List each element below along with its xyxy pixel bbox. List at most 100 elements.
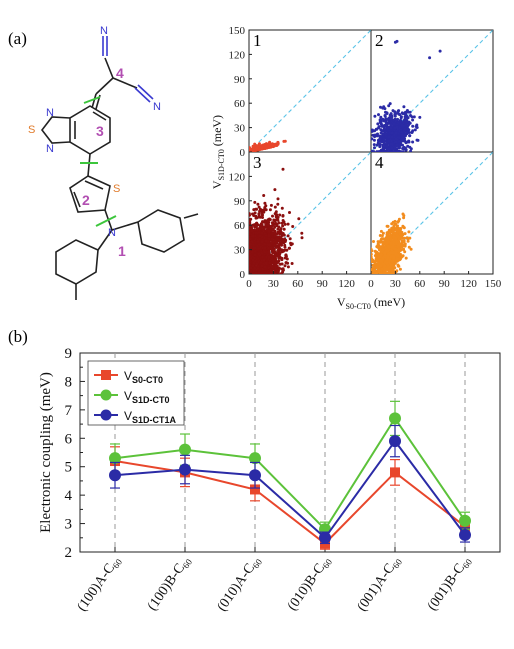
scatter-point xyxy=(257,252,261,256)
scatter-point xyxy=(389,241,393,245)
scatter-point xyxy=(256,202,260,206)
scatter-point xyxy=(275,235,279,239)
scatter-point xyxy=(401,233,405,237)
scatter-point xyxy=(276,141,280,145)
x-tick-label: 120 xyxy=(460,278,477,290)
scatter-point xyxy=(396,117,400,121)
scatter-point xyxy=(389,114,393,118)
scatter-point xyxy=(407,245,411,249)
bond xyxy=(92,111,107,121)
scatter-point xyxy=(407,140,411,144)
x-category-label: (001)A-C60 xyxy=(355,553,405,615)
scatter-point xyxy=(286,222,290,226)
scatter-point xyxy=(383,264,387,268)
scatter-point xyxy=(278,251,282,255)
scatter-point xyxy=(273,250,277,254)
series-S1D-CT1A xyxy=(109,424,471,545)
scatter-point xyxy=(404,111,408,115)
legend-marker xyxy=(101,370,111,380)
subplot-number-4: 4 xyxy=(375,153,384,172)
scatter-point xyxy=(375,250,379,254)
scatter-point xyxy=(379,253,383,257)
y-axis-title: VS1D-CT0 (meV) xyxy=(210,115,226,189)
thiophene-ring xyxy=(69,175,111,213)
bond xyxy=(137,84,154,100)
scatter-point xyxy=(249,263,252,267)
scatter-point xyxy=(280,262,284,266)
scatter-point xyxy=(286,234,290,238)
scatter-point xyxy=(382,105,386,109)
scatter-point xyxy=(278,229,282,233)
scatter-point xyxy=(277,269,280,273)
scatter-point xyxy=(265,228,268,232)
atom-n-thiadiazole-left: N xyxy=(46,107,54,119)
scatter-point xyxy=(266,224,270,227)
scatter-point xyxy=(402,248,405,251)
scatter-point xyxy=(396,150,400,152)
scatter-point xyxy=(403,232,407,236)
scatter-point xyxy=(263,144,267,148)
scatter-subplot-2 xyxy=(371,30,493,152)
scatter-point xyxy=(380,234,384,238)
series-line xyxy=(114,460,466,545)
scatter-point xyxy=(378,118,382,122)
scatter-point xyxy=(384,123,388,127)
scatter-point xyxy=(380,237,384,241)
scatter-point xyxy=(383,150,387,152)
scatter-point xyxy=(255,262,259,266)
scatter-point xyxy=(413,128,417,132)
scatter-point xyxy=(386,224,390,228)
scatter-point xyxy=(249,227,251,231)
scatter-point xyxy=(379,239,383,243)
scatter-point xyxy=(371,252,373,256)
scatter-point xyxy=(391,269,395,273)
scatter-point xyxy=(268,208,272,212)
scatter-point xyxy=(283,264,287,268)
scatter-point xyxy=(263,232,267,235)
scatter-point xyxy=(412,115,416,119)
x-category-label: (100)A-C60 xyxy=(75,553,125,615)
scatter-point xyxy=(390,135,394,139)
scatter-point xyxy=(268,226,272,230)
scatter-point xyxy=(392,235,396,238)
scatter-point xyxy=(280,243,283,247)
scatter-point xyxy=(392,251,395,255)
x-tick-label: 30 xyxy=(390,278,402,290)
scatter-point xyxy=(261,220,264,224)
scatter-point xyxy=(264,261,268,265)
scatter-point xyxy=(251,234,255,238)
scatter-point xyxy=(264,220,268,224)
scatter-point xyxy=(402,216,406,220)
scatter-point xyxy=(273,225,277,229)
scatter-point xyxy=(262,236,266,240)
scatter-point xyxy=(381,247,385,251)
atom-n-amine: N xyxy=(108,227,116,239)
scatter-point xyxy=(376,242,380,246)
scatter-point xyxy=(397,219,401,223)
scatter-point xyxy=(255,207,259,211)
scatter-point xyxy=(395,249,398,253)
scatter-point xyxy=(276,202,280,206)
scatter-point xyxy=(267,229,271,233)
scatter-point xyxy=(411,118,415,122)
scatter-point xyxy=(408,134,412,138)
data-marker xyxy=(249,452,261,465)
scatter-point xyxy=(400,123,404,127)
scatter-point xyxy=(415,126,419,129)
scatter-point xyxy=(386,254,390,258)
scatter-point xyxy=(260,231,264,235)
scatter-subplot-4 xyxy=(371,152,493,274)
bond xyxy=(73,191,81,208)
scatter-point xyxy=(405,131,409,135)
legend-marker xyxy=(100,409,112,421)
scatter-point xyxy=(398,113,402,117)
scatter-point xyxy=(276,216,280,219)
bond xyxy=(87,153,91,177)
scatter-point xyxy=(264,239,268,243)
scatter-point xyxy=(395,257,399,261)
y-tick-label: 60 xyxy=(234,98,246,110)
scatter-point xyxy=(260,264,264,268)
scatter-point xyxy=(379,270,383,273)
data-marker xyxy=(459,528,471,541)
scatter-point xyxy=(385,111,389,115)
